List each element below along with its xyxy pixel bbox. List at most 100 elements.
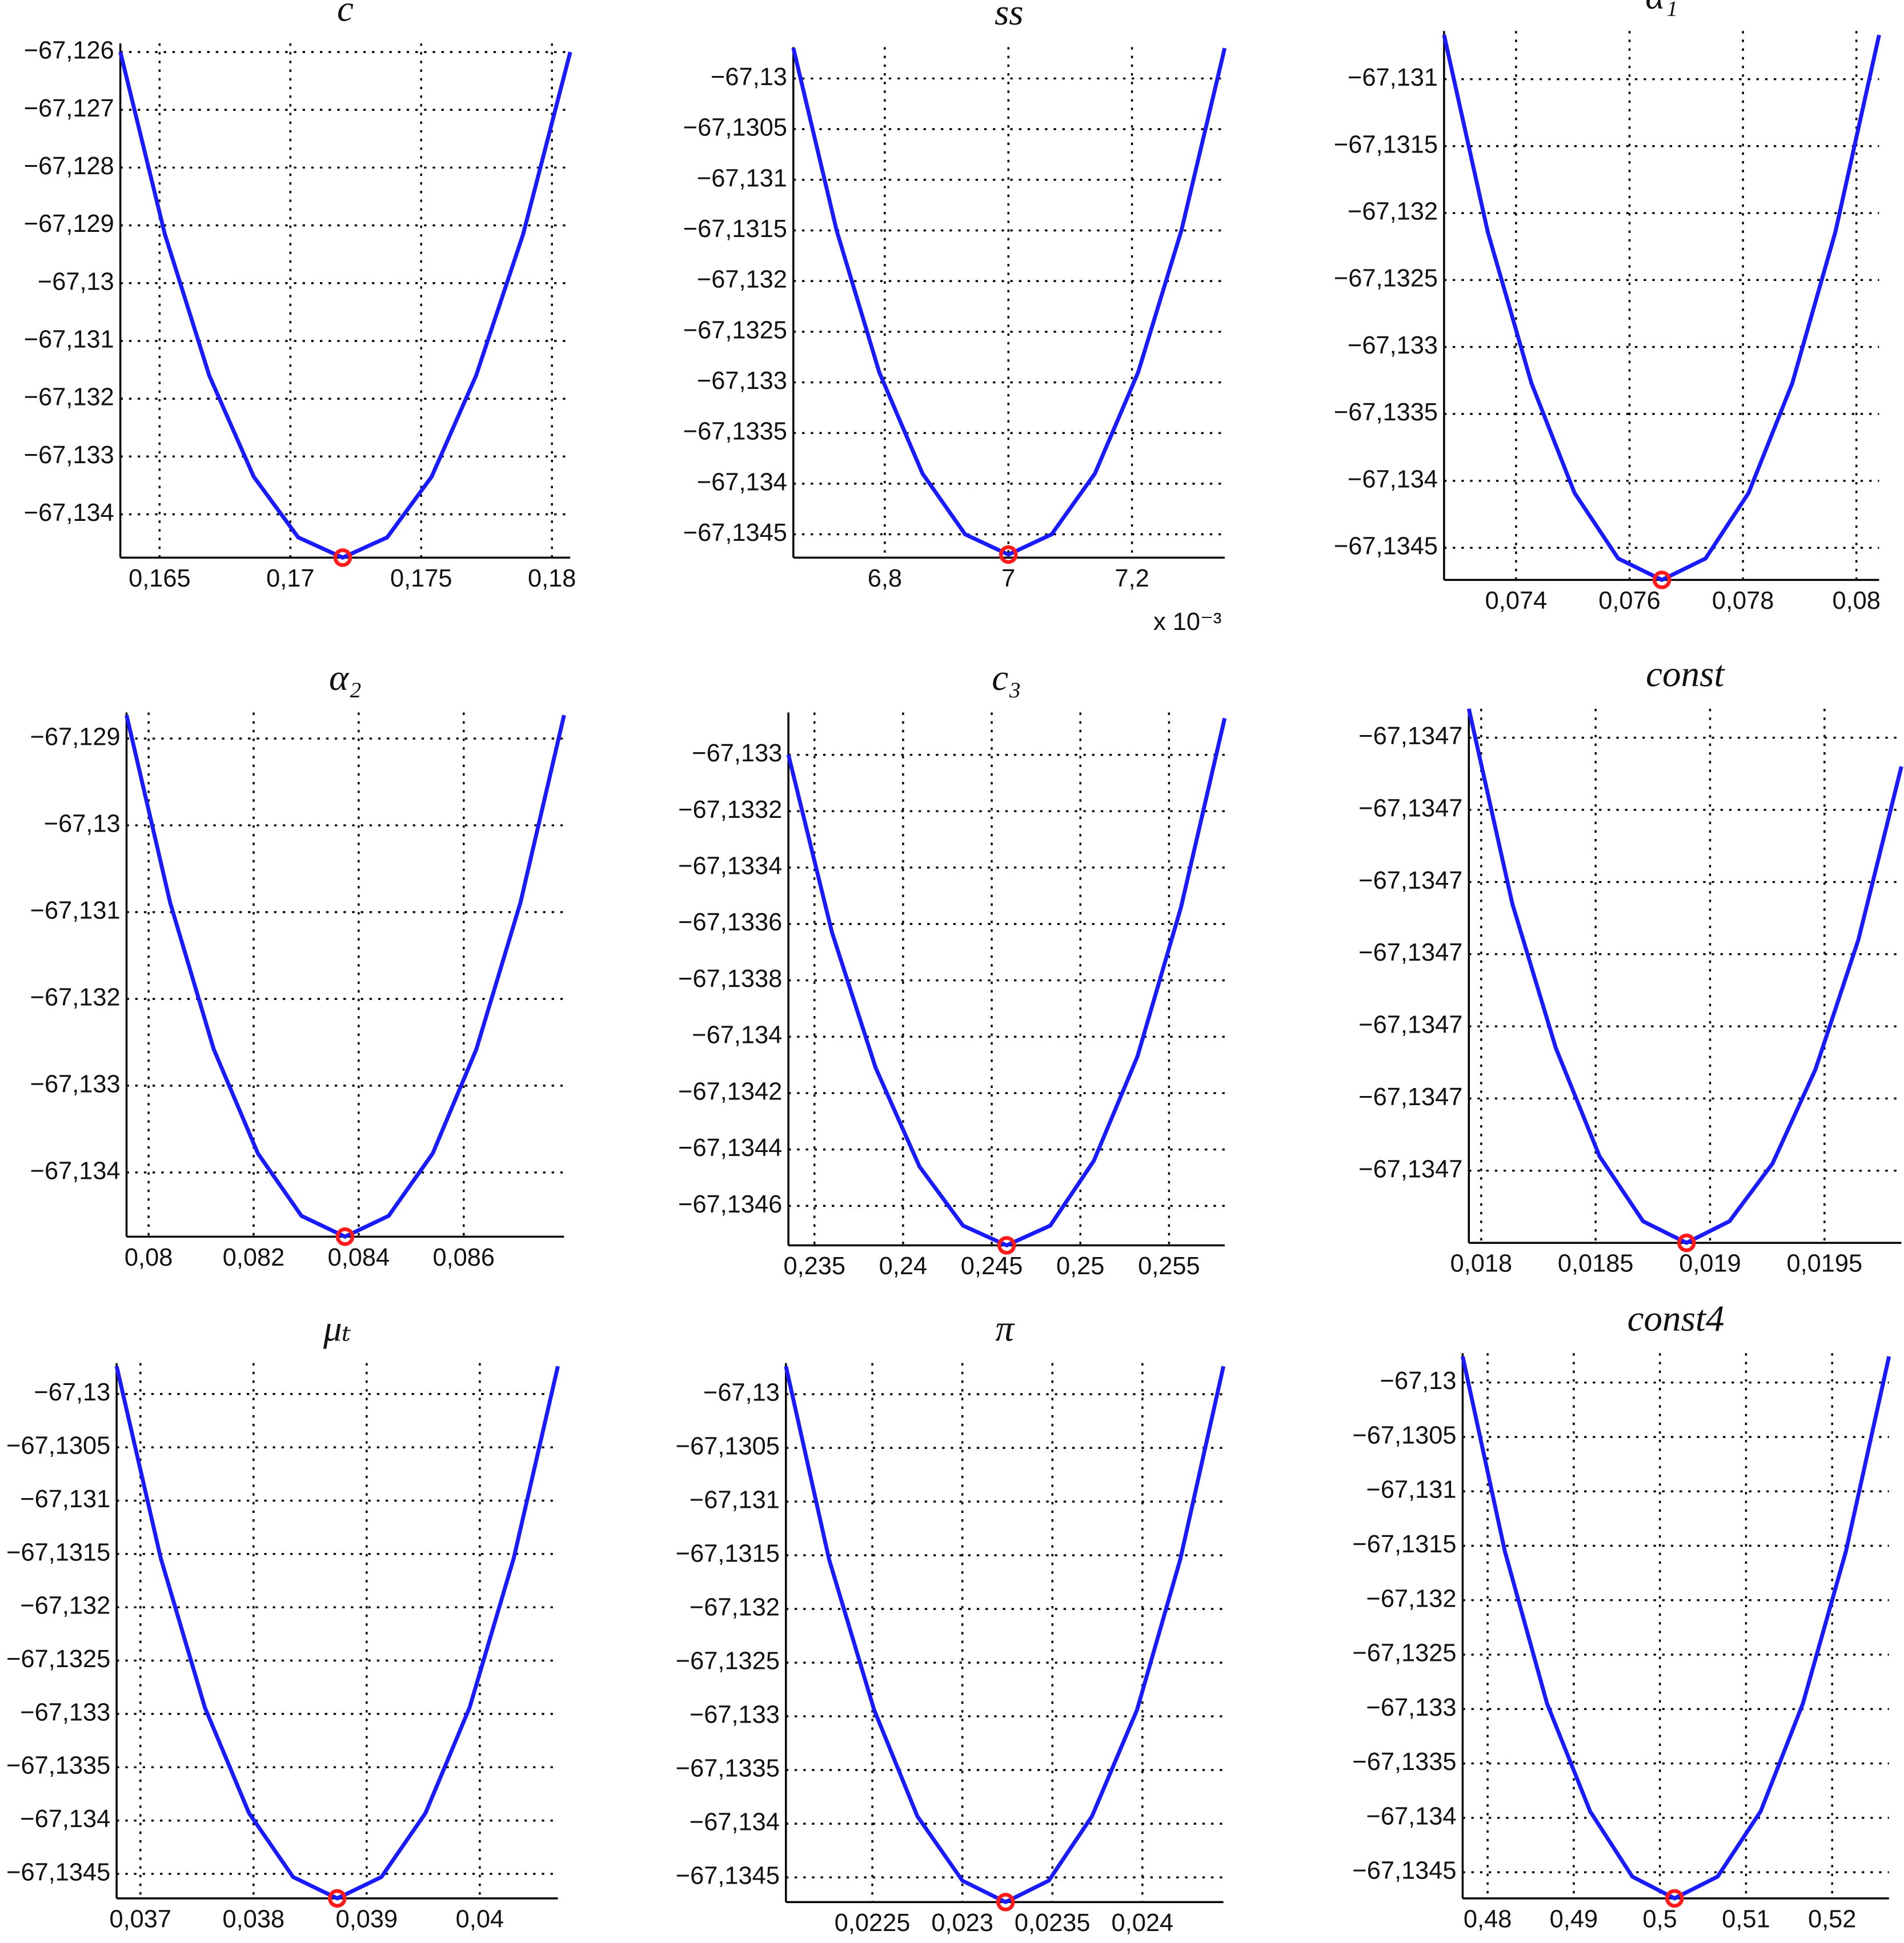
- y-tick-label: −67,133: [24, 441, 114, 469]
- x-tick-label: 7,2: [1115, 565, 1149, 592]
- y-tick-label: −67,134: [1366, 1803, 1457, 1830]
- y-tick-label: −67,1344: [678, 1134, 782, 1162]
- x-tick-label: 0,019: [1679, 1250, 1741, 1278]
- x-tick-label: 0,08: [1832, 587, 1880, 615]
- x-tick-label: 0,037: [109, 1905, 171, 1933]
- y-tick-label: −67,128: [24, 152, 114, 180]
- chart-title: α₂: [329, 657, 362, 698]
- y-tick-label: −67,133: [690, 1701, 780, 1729]
- y-tick-label: −67,1335: [1334, 399, 1438, 426]
- x-tick-label: 0,49: [1550, 1905, 1598, 1933]
- x-tick-label: 0,18: [528, 565, 576, 592]
- optimum-marker: [335, 1227, 355, 1246]
- y-tick-label: −67,1336: [678, 909, 782, 936]
- chart-title: c₃: [992, 657, 1021, 698]
- y-tick-label: −67,126: [24, 37, 114, 65]
- y-tick-label: −67,13: [711, 63, 787, 91]
- y-tick-label: −67,132: [20, 1592, 110, 1620]
- chart-title: const: [1646, 654, 1725, 695]
- y-tick-label: −67,131: [1366, 1476, 1457, 1504]
- y-tick-label: −67,1347: [1358, 1011, 1462, 1039]
- y-tick-label: −67,1345: [1334, 533, 1438, 560]
- y-tick-label: −67,1315: [676, 1540, 780, 1568]
- optimum-marker: [333, 548, 352, 567]
- y-tick-label: −67,1305: [683, 114, 787, 142]
- x-tick-label: 0,084: [328, 1244, 390, 1271]
- x-tick-label: 0,078: [1712, 587, 1774, 615]
- x-tick-label: 0,24: [879, 1252, 927, 1280]
- x-tick-label: 0,074: [1485, 587, 1548, 615]
- y-tick-label: −67,134: [20, 1805, 110, 1833]
- y-tick-label: −67,133: [692, 740, 782, 767]
- x-tick-label: 0,0185: [1558, 1250, 1634, 1278]
- y-tick-label: −67,1325: [683, 316, 787, 344]
- y-tick-label: −67,132: [1366, 1585, 1457, 1612]
- y-tick-label: −67,13: [44, 810, 121, 838]
- chart-title: π: [995, 1308, 1015, 1349]
- x-tick-label: 0,082: [223, 1244, 285, 1271]
- y-tick-label: −67,132: [690, 1594, 780, 1621]
- chart-title: const4: [1628, 1298, 1725, 1339]
- x-tick-label: 0,5: [1643, 1905, 1677, 1933]
- y-tick-label: −67,1315: [6, 1539, 110, 1566]
- y-tick-label: −67,1325: [1352, 1640, 1456, 1667]
- y-tick-label: −67,1345: [676, 1862, 780, 1890]
- optimum-marker: [997, 1236, 1016, 1255]
- y-tick-label: −67,1335: [1352, 1748, 1456, 1776]
- x-tick-label: 0,25: [1056, 1252, 1104, 1280]
- y-tick-label: −67,1325: [1334, 265, 1438, 292]
- y-tick-label: −67,1332: [678, 796, 782, 824]
- series-line: [784, 1366, 1226, 1904]
- x-tick-label: 0,086: [433, 1244, 495, 1271]
- y-tick-label: −67,1305: [6, 1432, 110, 1460]
- series-line: [1466, 708, 1903, 1245]
- chart-title: α₁: [1645, 0, 1678, 17]
- optimum-marker: [328, 1889, 347, 1908]
- y-tick-label: −67,132: [697, 266, 787, 294]
- y-tick-label: −67,1347: [1358, 722, 1462, 750]
- x-tick-label: 6,8: [868, 565, 902, 592]
- x-tick-label: 0,0195: [1786, 1250, 1862, 1278]
- y-tick-label: −67,132: [30, 983, 121, 1011]
- y-tick-label: −67,1315: [1352, 1531, 1456, 1558]
- x-tick-label: 0,51: [1722, 1905, 1770, 1933]
- y-tick-label: −67,1335: [683, 418, 787, 445]
- x-tick-label: 0,04: [456, 1905, 504, 1933]
- x-tick-label: 0,0235: [1015, 1909, 1091, 1937]
- y-tick-label: −67,133: [30, 1070, 121, 1098]
- y-tick-label: −67,1305: [676, 1433, 780, 1460]
- x-tick-label: 0,17: [266, 565, 314, 592]
- y-tick-label: −67,133: [697, 367, 787, 395]
- y-tick-label: −67,131: [20, 1486, 110, 1513]
- series-line: [1442, 34, 1881, 582]
- y-tick-label: −67,131: [690, 1487, 780, 1514]
- optimum-marker: [1665, 1889, 1684, 1908]
- x-tick-label: 7: [1001, 565, 1015, 592]
- y-tick-label: −67,1347: [1358, 1083, 1462, 1111]
- y-tick-label: −67,1345: [6, 1858, 110, 1886]
- chart-title: μₜ: [323, 1308, 351, 1349]
- y-tick-label: −67,1347: [1358, 939, 1462, 966]
- x-tick-label: 0,52: [1808, 1905, 1856, 1933]
- x-tick-label: 0,48: [1464, 1905, 1512, 1933]
- x-tick-label: 0,165: [129, 565, 191, 592]
- y-tick-label: −67,1342: [678, 1078, 782, 1105]
- x-tick-label: 0,023: [931, 1909, 993, 1937]
- y-tick-label: −67,1345: [683, 519, 787, 547]
- y-tick-label: −67,133: [20, 1699, 110, 1726]
- series-line: [1461, 1356, 1891, 1901]
- x-tick-label: 0,018: [1450, 1250, 1513, 1278]
- y-tick-label: −67,129: [30, 724, 121, 751]
- x-tick-label: 0,038: [223, 1905, 285, 1933]
- y-tick-label: −67,132: [24, 384, 114, 411]
- y-tick-label: −67,1347: [1358, 867, 1462, 894]
- y-tick-label: −67,1305: [1352, 1422, 1456, 1449]
- y-tick-label: −67,1315: [1334, 131, 1438, 158]
- y-tick-label: −67,132: [1348, 198, 1438, 226]
- y-tick-label: −67,1338: [678, 965, 782, 993]
- y-tick-label: −67,131: [697, 164, 787, 192]
- y-tick-label: −67,1325: [6, 1645, 110, 1673]
- y-tick-label: −67,1335: [6, 1752, 110, 1780]
- y-tick-label: −67,134: [1348, 465, 1438, 493]
